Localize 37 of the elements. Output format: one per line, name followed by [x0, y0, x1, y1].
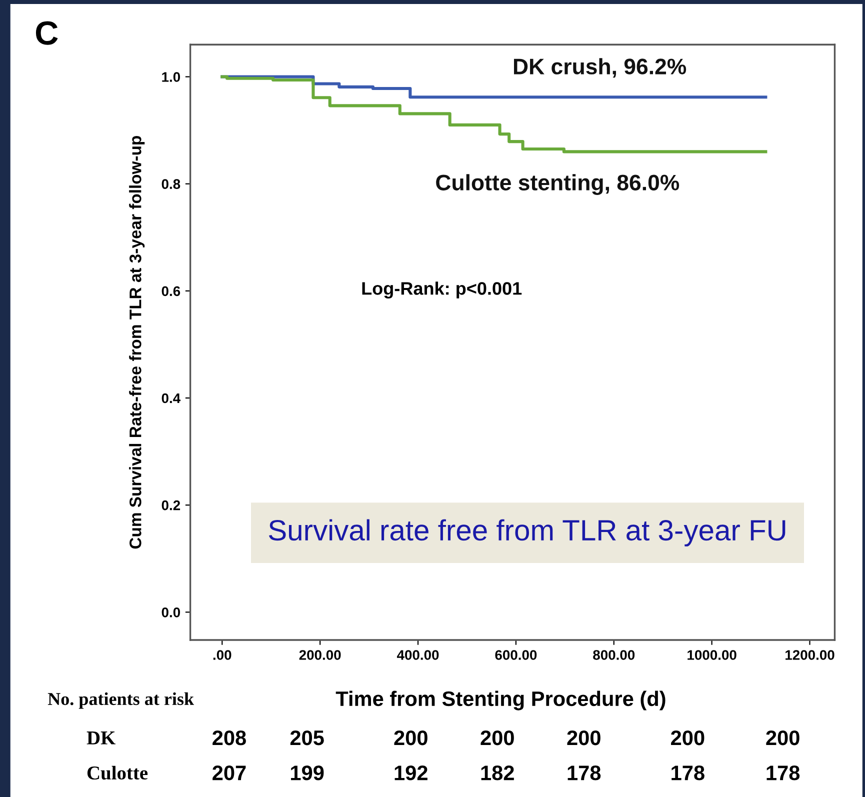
y-tick-label: 1.0	[162, 72, 180, 82]
x-tick-label: 1200.00	[786, 650, 834, 660]
y-tick-label: 0.2	[162, 500, 180, 510]
y-axis-title: Cum Survival Rate-free from TLR at 3-year follow-up	[129, 136, 145, 549]
x-tick-label: .00	[213, 650, 232, 660]
text: 182	[481, 766, 514, 780]
series-label: Culotte stenting, 86.0%	[436, 174, 680, 195]
series-label: DK crush, 96.2%	[514, 58, 686, 78]
text: 200	[671, 730, 704, 746]
y-tick-label: 0.8	[162, 179, 180, 190]
text: 192	[394, 766, 428, 780]
text: 200	[480, 730, 514, 746]
x-tick-label: 200.00	[299, 650, 341, 660]
y-tick-label: 0.4	[162, 393, 181, 404]
x-axis-title: Time from Stenting Procedure (d)	[336, 690, 666, 710]
text: 200	[394, 730, 428, 746]
chart-title: C	[36, 21, 58, 45]
text: 200	[567, 730, 600, 746]
text: DK	[86, 732, 116, 744]
text: 178	[672, 766, 704, 780]
text: Culotte	[87, 766, 148, 780]
x-tick-label: 800.00	[593, 650, 635, 660]
text: 208	[212, 730, 246, 746]
text: 200	[766, 730, 800, 746]
x-tick-label: 1000.00	[688, 650, 736, 660]
x-tick-label: 600.00	[495, 650, 537, 660]
text: 178	[568, 766, 601, 780]
text: 205	[290, 730, 324, 746]
text: 199	[291, 766, 324, 780]
annotation: Log-Rank: p<0.001	[362, 282, 522, 299]
y-tick-label: 0.0	[162, 607, 180, 618]
text: No. patients at risk	[48, 692, 194, 709]
x-tick-label: 400.00	[396, 650, 439, 660]
text: 178	[766, 766, 800, 780]
annotation: Survival rate free from TLR at 3-year FU	[268, 519, 786, 546]
text: 207	[212, 766, 246, 780]
y-tick-label: 0.6	[162, 286, 180, 296]
